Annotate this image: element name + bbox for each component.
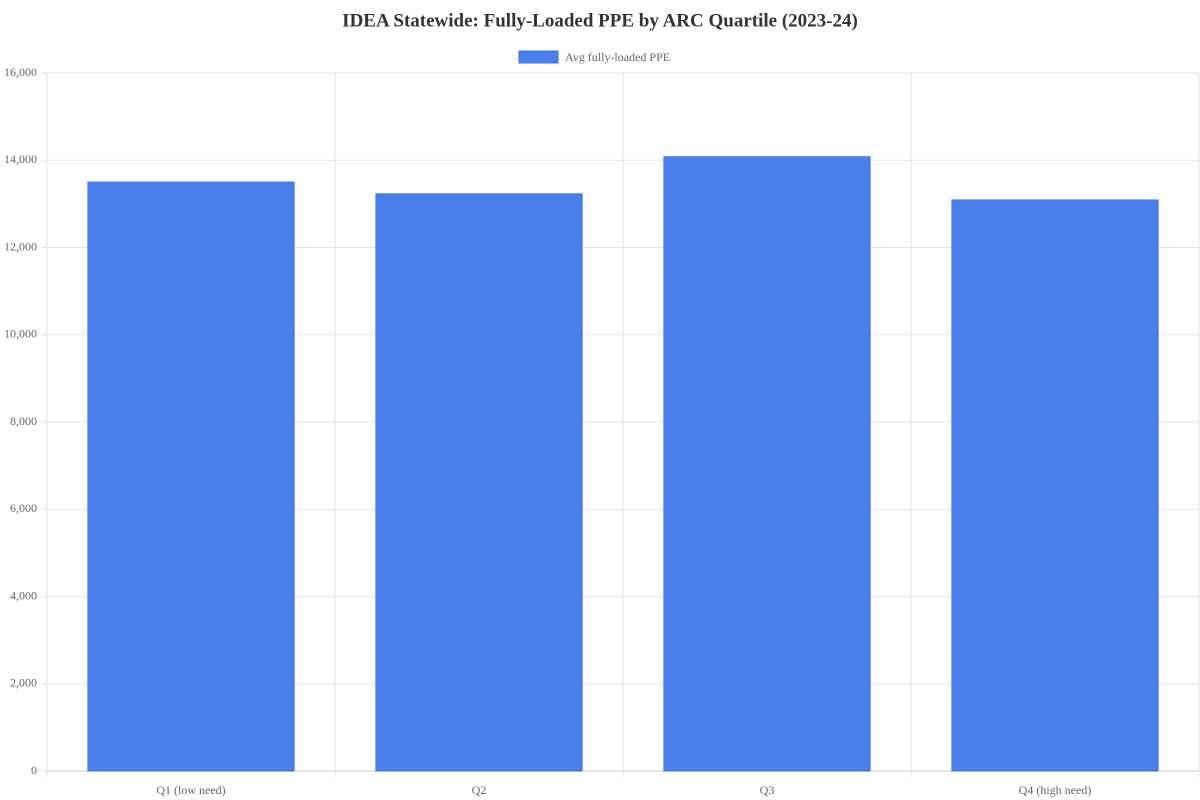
y-tick-label: 2,000 — [10, 676, 37, 690]
y-tick-label: 6,000 — [10, 501, 37, 515]
y-tick-label: 10,000 — [4, 327, 37, 341]
y-tick-label: 0 — [31, 763, 37, 777]
bar — [87, 181, 295, 772]
chart-title: IDEA Statewide: Fully-Loaded PPE by ARC … — [342, 10, 858, 31]
y-tick-label: 4,000 — [10, 588, 37, 602]
x-tick-label: Q1 (low need) — [156, 783, 225, 797]
x-tick-label: Q3 — [760, 783, 775, 797]
x-tick-label: Q4 (high need) — [1019, 783, 1092, 797]
y-tick-label: 16,000 — [4, 65, 37, 79]
x-tick-label: Q2 — [472, 783, 487, 797]
legend-swatch — [518, 50, 559, 64]
legend-label: Avg fully-loaded PPE — [565, 50, 670, 64]
bar — [375, 193, 583, 772]
y-tick-label: 8,000 — [10, 414, 37, 428]
y-tick-label: 14,000 — [4, 152, 37, 166]
bar — [663, 156, 871, 772]
bar — [951, 199, 1159, 772]
y-tick-label: 12,000 — [4, 239, 37, 253]
